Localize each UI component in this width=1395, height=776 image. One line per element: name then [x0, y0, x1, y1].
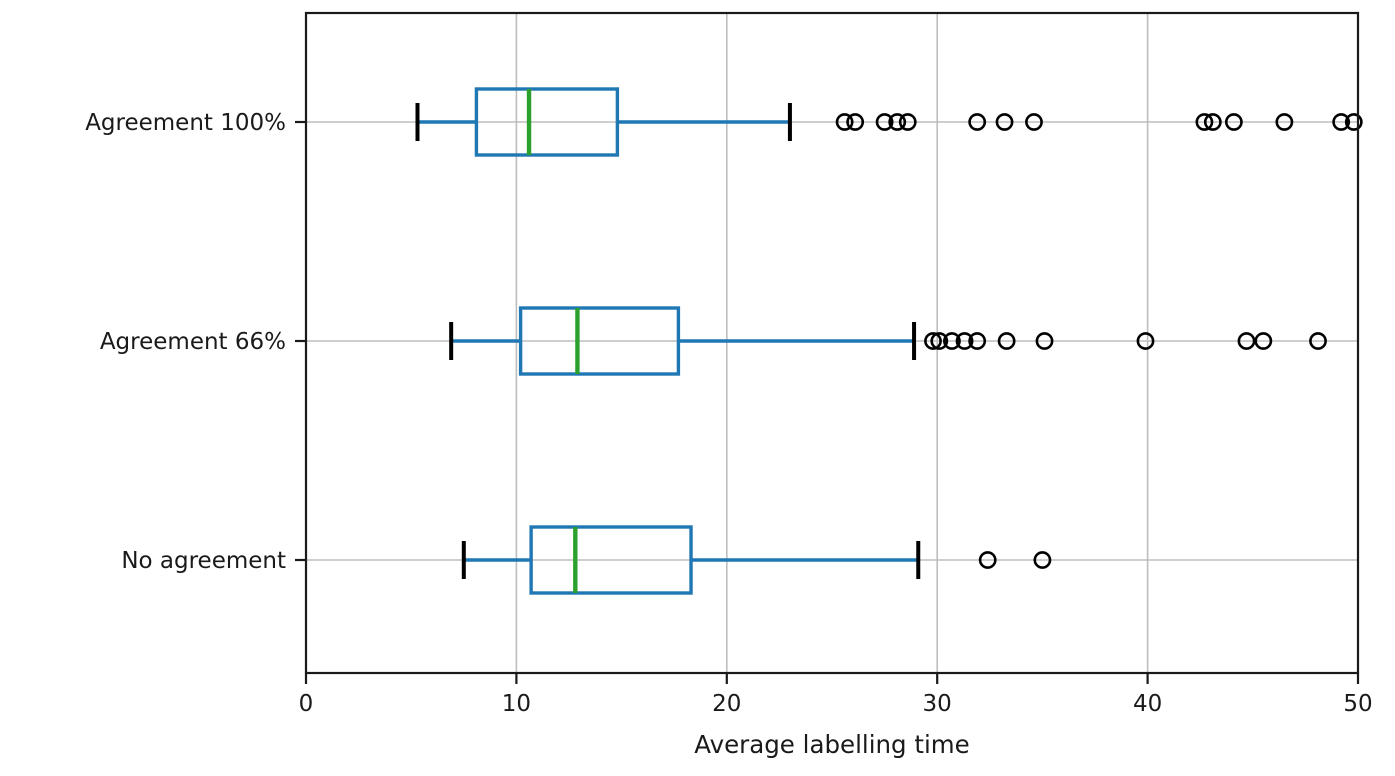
outlier-point — [875, 113, 894, 131]
x-tick-label: 20 — [712, 691, 741, 717]
plot-border — [304, 11, 1360, 675]
outlier-point — [1332, 113, 1351, 131]
outlier-point — [968, 113, 987, 131]
iqr-box — [529, 525, 693, 595]
x-tick-label: 0 — [299, 691, 314, 717]
outlier-point — [1275, 113, 1294, 131]
outlier-point — [1033, 551, 1052, 569]
outlier-point — [1309, 332, 1327, 350]
x-axis-title: Average labelling time — [694, 730, 969, 759]
outlier-point — [995, 113, 1014, 131]
y-category-label: Agreement 100% — [85, 110, 286, 136]
box-row-1 — [415, 87, 1363, 157]
outlier-point — [1035, 332, 1054, 350]
axis-layer: 0 10 20 30 40 50 Agreement 100% Agreement 66% No… — [85, 11, 1373, 717]
outlier-point — [968, 332, 987, 350]
x-tick-label: 40 — [1133, 691, 1162, 717]
outlier-point — [1025, 113, 1043, 131]
x-tick-label: 10 — [502, 691, 531, 717]
y-category-label: Agreement 66% — [100, 329, 286, 355]
box-row-2 — [449, 306, 1327, 376]
iqr-box — [518, 306, 681, 376]
outlier-point — [1224, 113, 1243, 131]
outlier-point — [930, 332, 949, 350]
outlier-point — [997, 332, 1016, 350]
outlier-point — [955, 332, 974, 350]
outlier-point — [1136, 332, 1155, 350]
y-category-label: No agreement — [121, 548, 286, 574]
iqr-box — [474, 87, 620, 157]
outlier-point — [943, 332, 961, 350]
outlier-point — [1344, 113, 1363, 131]
outlier-point — [835, 113, 854, 131]
outlier-point — [898, 113, 917, 131]
outlier-point — [846, 113, 865, 131]
outlier-point — [924, 332, 942, 350]
outlier-point — [1254, 332, 1273, 350]
outlier-point — [1237, 332, 1256, 350]
outlier-point — [978, 551, 997, 569]
outlier-point — [888, 113, 907, 131]
box-row-3 — [461, 525, 1052, 595]
outlier-point — [1195, 113, 1214, 131]
x-tick-label: 50 — [1343, 691, 1372, 717]
x-tick-label: 30 — [923, 691, 952, 717]
outlier-point — [1203, 113, 1222, 131]
data-layer — [415, 87, 1363, 595]
